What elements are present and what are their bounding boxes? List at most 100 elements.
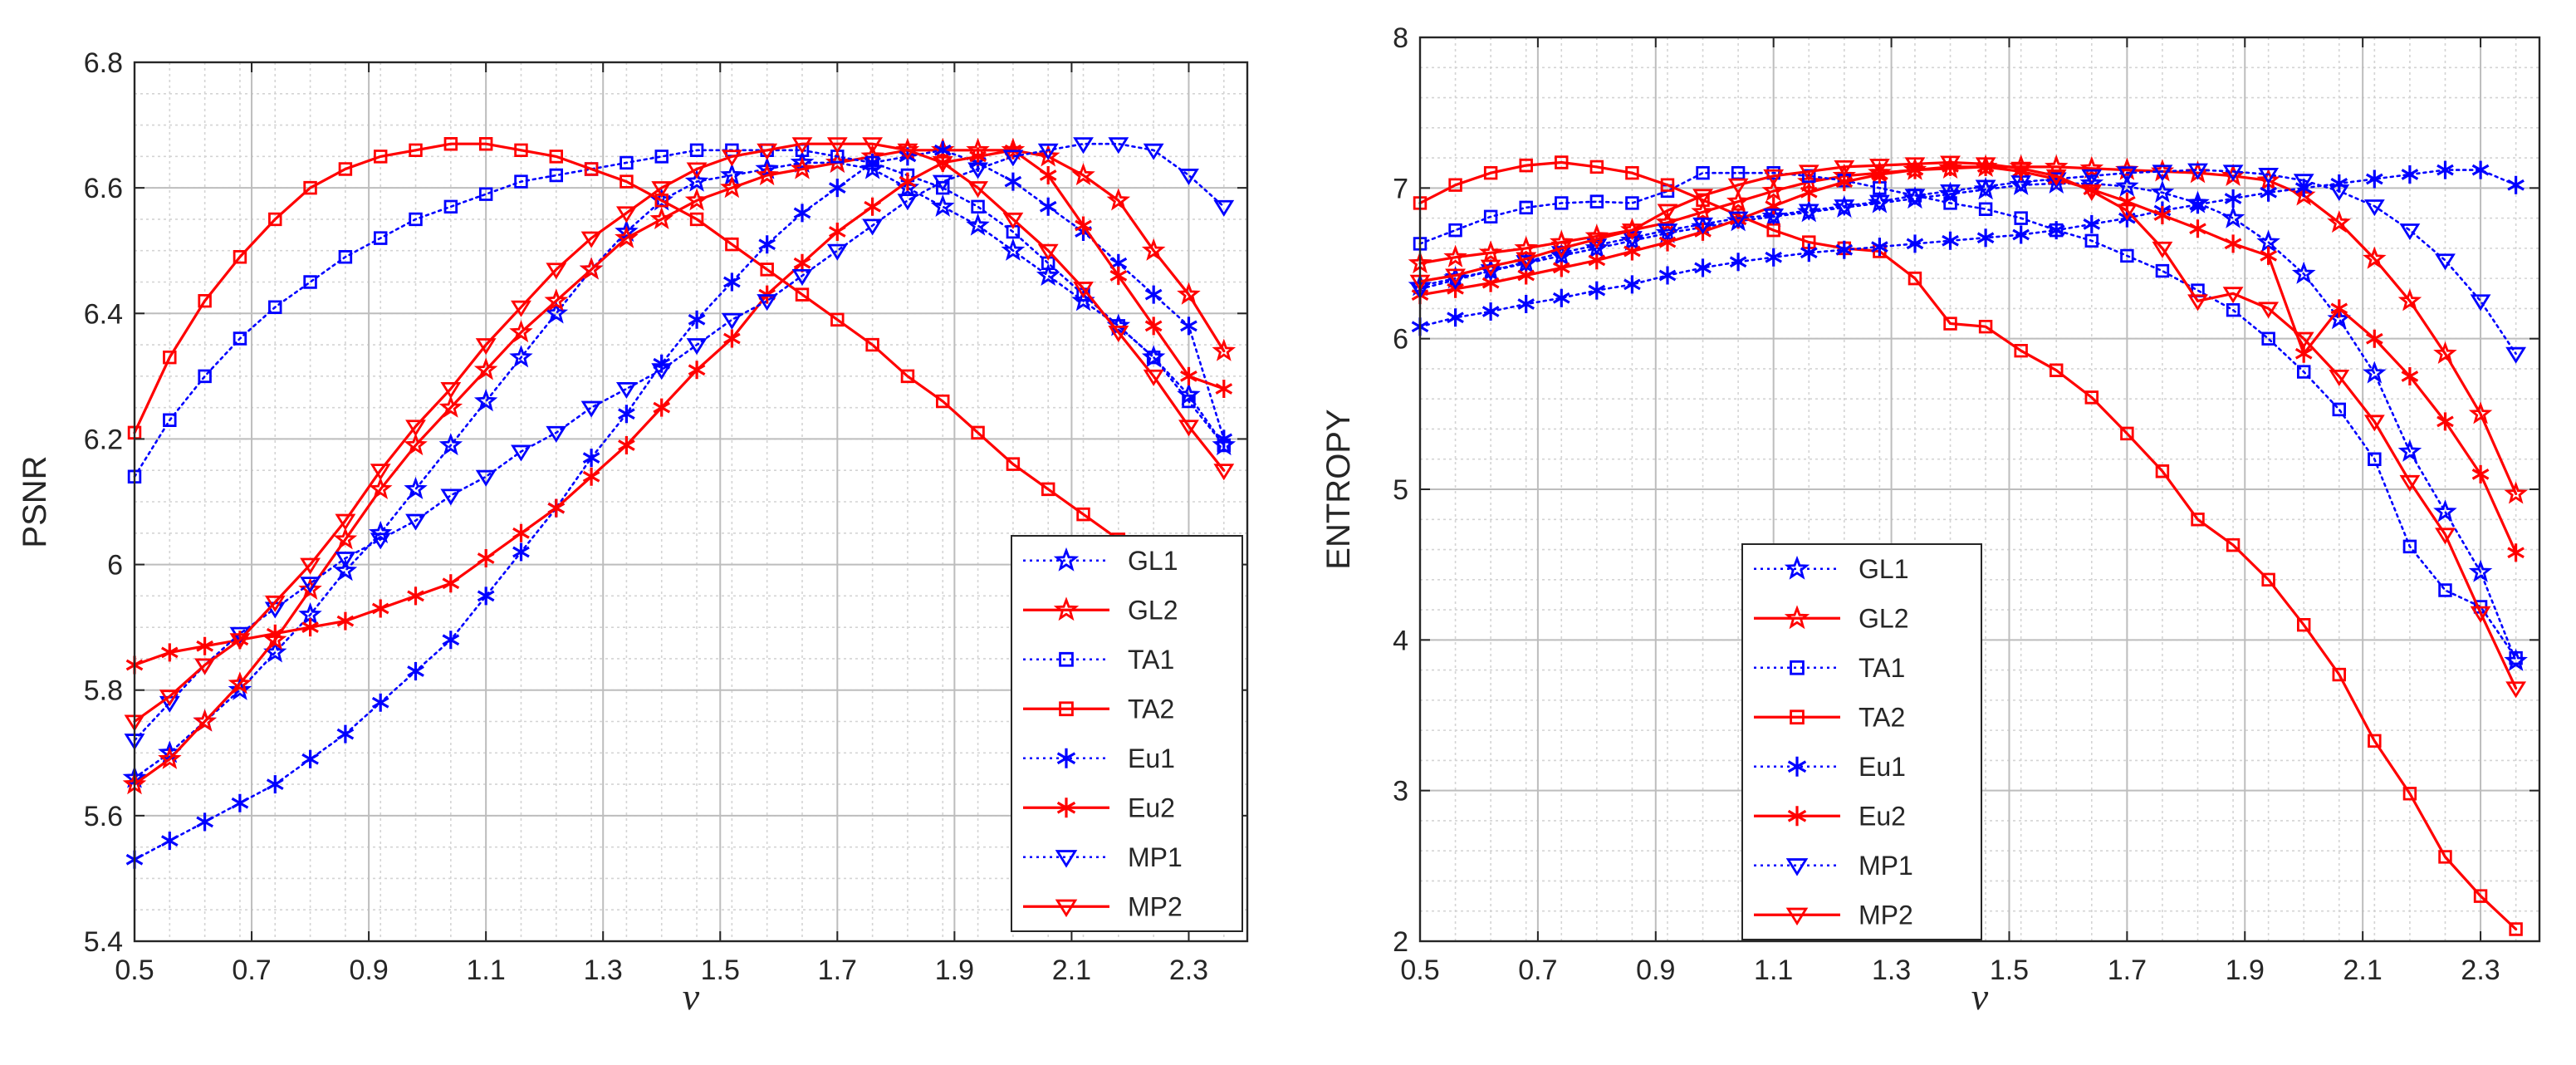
psnr-legend-marker-gl2 xyxy=(1053,596,1080,621)
psnr-point-mp1 xyxy=(405,513,426,531)
psnr-legend-entry-ta2: TA2 xyxy=(1023,694,1174,724)
psnr-legend-marker-eu2 xyxy=(1056,798,1076,818)
psnr-xtick-label: 1.7 xyxy=(818,955,857,986)
entropy-legend-label-eu1: Eu1 xyxy=(1859,752,1906,782)
psnr-point-mp2 xyxy=(405,420,426,437)
entropy-point-ta1 xyxy=(2120,248,2134,263)
psnr-point-mp2 xyxy=(440,381,462,399)
psnr-point-gl2 xyxy=(720,175,744,199)
entropy-point-ta2 xyxy=(1943,317,1957,331)
psnr-point-mp1 xyxy=(370,532,391,550)
entropy-point-mp2 xyxy=(1516,252,1537,269)
entropy-xtick-label: 2.3 xyxy=(2461,955,2500,986)
entropy-point-mp2 xyxy=(1868,159,1890,176)
entropy-point-ta2 xyxy=(2368,734,2382,748)
entropy-point-ta2 xyxy=(2261,572,2275,587)
psnr-point-gl1 xyxy=(755,156,779,179)
psnr-point-eu1 xyxy=(196,812,213,832)
entropy-point-mp1 xyxy=(1904,189,1926,206)
psnr-legend-entry-gl2: GL2 xyxy=(1023,595,1178,625)
psnr-point-eu1 xyxy=(828,179,846,198)
entropy-point-gl2 xyxy=(1443,244,1467,267)
psnr-point-mp1 xyxy=(651,363,673,380)
psnr-point-mp1 xyxy=(1108,137,1129,155)
entropy-chart: 0.5 0.7 0.9 1.1 1.3 1.5 1.7 1.9 2.1 2.3 2 3 4 5 6 7 8 ENT… xyxy=(1320,22,2541,1018)
psnr-point-gl2 xyxy=(193,709,217,732)
entropy-legend-label-gl2: GL2 xyxy=(1859,603,1908,633)
entropy-point-ta1 xyxy=(2014,211,2028,225)
entropy-point-mp1 xyxy=(1940,184,1961,201)
entropy-point-ta2 xyxy=(2155,464,2170,479)
psnr-point-mp1 xyxy=(440,488,462,506)
psnr-point-eu1 xyxy=(1215,429,1233,449)
psnr-point-gl1 xyxy=(684,169,709,192)
psnr-legend-marker-ta1 xyxy=(1059,651,1074,667)
entropy-point-gl2 xyxy=(2079,155,2104,179)
psnr-point-eu1 xyxy=(1144,285,1163,304)
psnr-point-eu1 xyxy=(371,693,389,712)
entropy-ytick-label: 2 xyxy=(1393,926,1408,958)
entropy-line-eu2 xyxy=(1418,165,2518,554)
entropy-point-eu2 xyxy=(2153,206,2172,224)
psnr-point-gl1 xyxy=(1036,263,1060,286)
psnr-legend-marker-ta2 xyxy=(1059,701,1074,717)
psnr-series-ta2 xyxy=(127,137,1232,584)
entropy-legend-entry-eu2: Eu2 xyxy=(1754,801,1906,831)
entropy-xtick-label: 0.5 xyxy=(1400,955,1439,986)
entropy-point-mp1 xyxy=(2152,164,2173,182)
psnr-point-mp2 xyxy=(757,143,778,160)
entropy-point-gl1 xyxy=(2256,229,2280,253)
psnr-point-mp2 xyxy=(1178,420,1199,437)
entropy-point-mp2 xyxy=(2045,169,2067,186)
psnr-point-ta1 xyxy=(620,155,634,170)
psnr-point-ta1 xyxy=(478,187,493,201)
entropy-point-eu1 xyxy=(1835,240,1854,259)
entropy-point-ta1 xyxy=(1413,237,1428,251)
entropy-point-eu1 xyxy=(2189,195,2206,214)
entropy-point-ta2 xyxy=(1908,271,1922,286)
psnr-point-gl2 xyxy=(615,225,639,248)
psnr-legend: GL1 GL2 TA1 TA2 Eu1 Eu2 MP1 MP2 xyxy=(1011,535,1243,932)
entropy-legend-entry-eu1: Eu1 xyxy=(1754,752,1906,782)
psnr-point-ta1 xyxy=(163,413,177,427)
entropy-legend-label-mp1: MP1 xyxy=(1859,851,1913,881)
psnr-point-mp2 xyxy=(686,162,708,179)
psnr-xlabel: ν xyxy=(683,975,700,1018)
entropy-point-ta2 xyxy=(1766,223,1780,238)
psnr-point-ta2 xyxy=(760,263,774,277)
entropy-point-mp2 xyxy=(2399,474,2421,492)
entropy-point-mp2 xyxy=(1798,164,1819,182)
entropy-xtick-label: 1.5 xyxy=(1990,955,2029,986)
psnr-legend-entry-gl1: GL1 xyxy=(1023,546,1178,576)
psnr-point-mp1 xyxy=(967,162,988,179)
psnr-xtick-label: 1.5 xyxy=(701,955,740,986)
entropy-point-mp2 xyxy=(1763,169,1785,186)
entropy-point-mp1 xyxy=(1727,211,1749,228)
psnr-point-gl2 xyxy=(438,395,463,418)
psnr-point-ta2 xyxy=(830,312,845,327)
psnr-point-eu1 xyxy=(266,775,284,794)
psnr-chart: 0.5 0.7 0.9 1.1 1.3 1.5 1.7 1.9 2.1 2.3 5.4 5.6 5.8 6… xyxy=(17,47,1249,1018)
psnr-point-gl1 xyxy=(790,150,815,174)
psnr-point-gl2 xyxy=(1212,338,1237,361)
entropy-legend-label-ta2: TA2 xyxy=(1859,702,1905,732)
entropy-point-ta2 xyxy=(2014,343,2028,358)
entropy-ytick-label: 3 xyxy=(1393,776,1408,807)
psnr-point-ta2 xyxy=(1041,482,1055,497)
entropy-series-eu1 xyxy=(1411,160,2525,336)
entropy-point-eu1 xyxy=(1658,266,1677,285)
psnr-point-gl2 xyxy=(544,288,569,312)
psnr-point-eu2 xyxy=(160,643,179,662)
entropy-point-mp2 xyxy=(1834,160,1855,177)
entropy-point-gl1 xyxy=(2115,174,2139,197)
entropy-point-ta1 xyxy=(1589,194,1604,209)
entropy-point-gl1 xyxy=(2221,205,2245,228)
entropy-point-mp2 xyxy=(2116,204,2138,221)
entropy-point-ta1 xyxy=(1519,200,1533,215)
psnr-point-mp1 xyxy=(686,338,708,356)
entropy-ytick-label: 6 xyxy=(1393,324,1408,356)
psnr-point-mp2 xyxy=(335,513,356,531)
entropy-point-ta2 xyxy=(1978,319,1993,334)
entropy-point-ta1 xyxy=(1625,196,1639,210)
